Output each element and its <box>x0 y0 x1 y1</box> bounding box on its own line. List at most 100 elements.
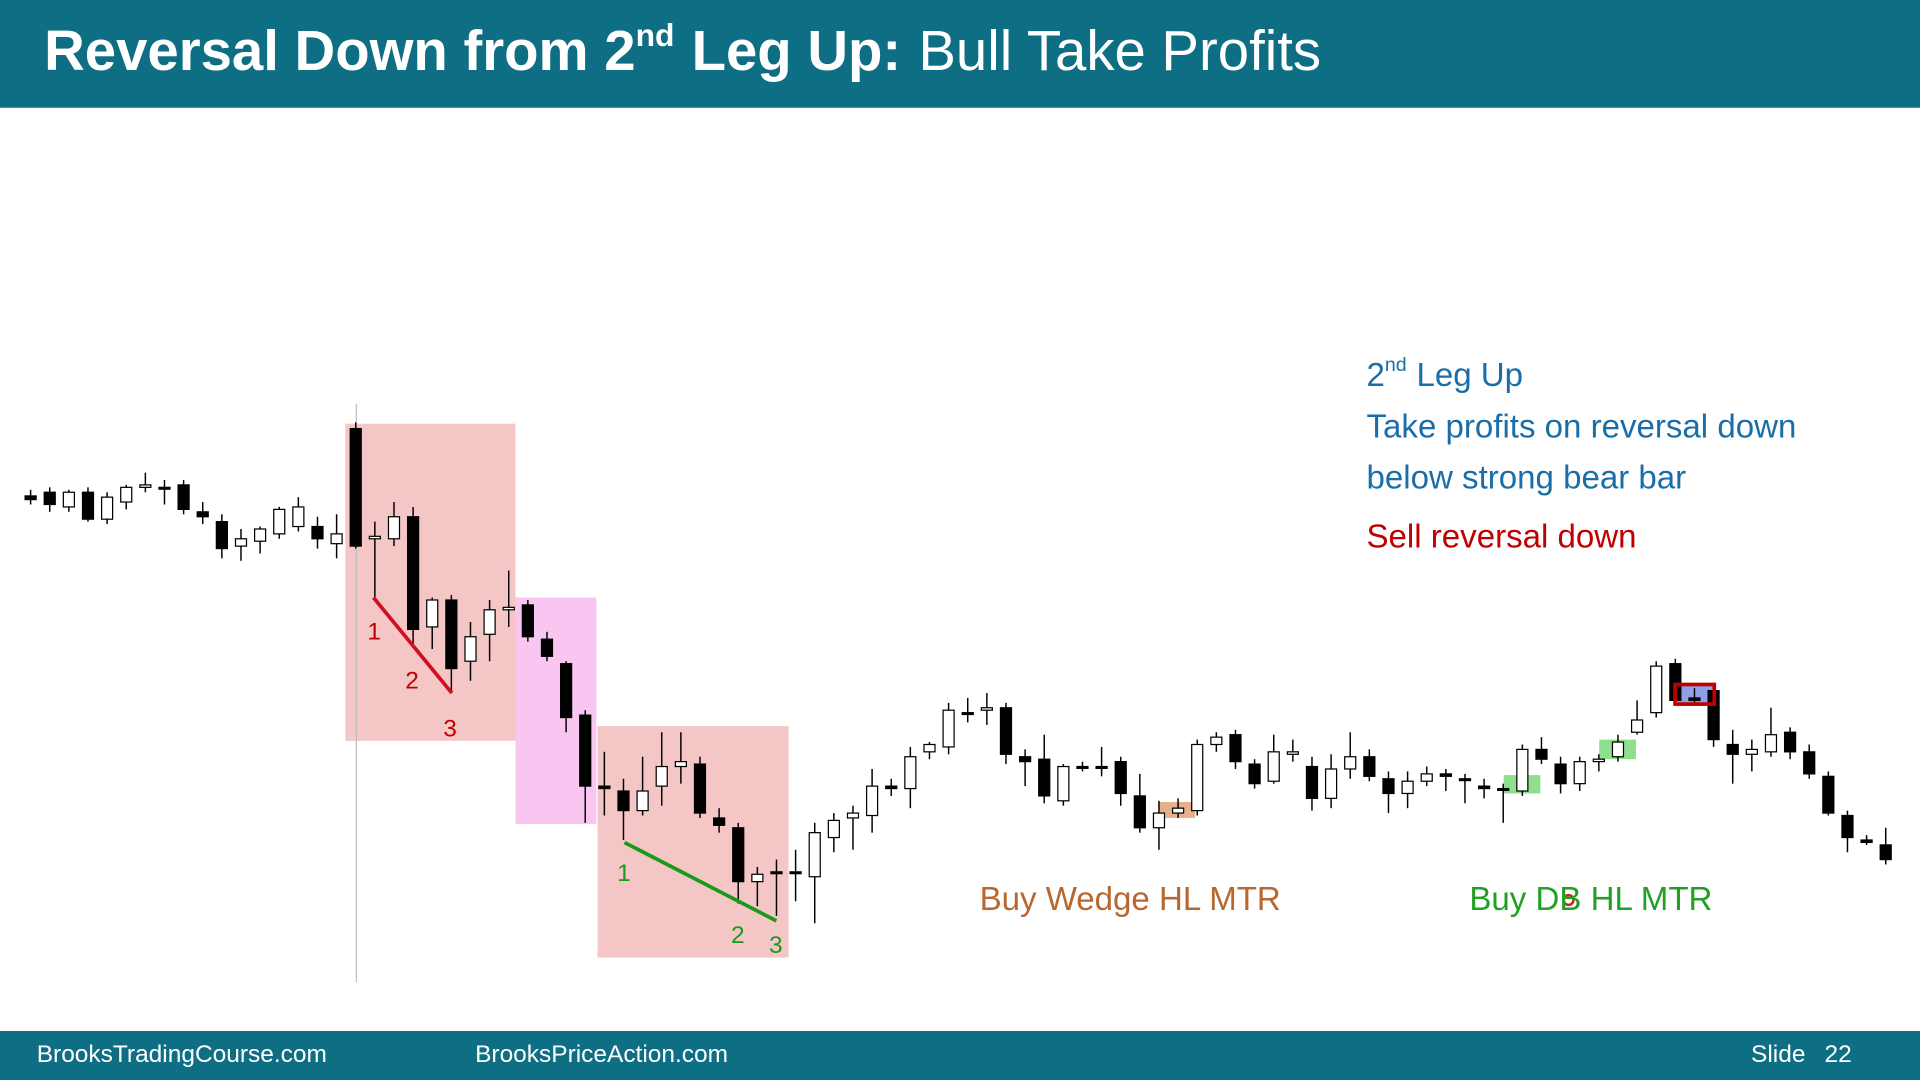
candle-body <box>1841 814 1854 839</box>
candle-body <box>1018 756 1032 763</box>
candle-body <box>579 714 592 787</box>
candle-body <box>62 491 75 508</box>
candle-body <box>693 763 707 814</box>
candle-body <box>1286 751 1299 755</box>
note-line: Take profits on reversal down <box>1367 408 1797 445</box>
candle-body <box>980 707 993 711</box>
candle-body <box>1401 780 1414 795</box>
candle-body <box>942 709 955 748</box>
candle-body <box>751 873 764 883</box>
candle-body <box>636 790 649 812</box>
candle-body <box>1152 812 1166 829</box>
candle-body <box>1516 748 1529 792</box>
candle-body <box>1879 844 1892 861</box>
candle-body <box>999 707 1013 755</box>
candle-body <box>81 491 95 520</box>
candle-body <box>483 609 496 635</box>
candle-body <box>1497 787 1510 792</box>
candle-body <box>1688 697 1701 702</box>
wedge-line <box>623 840 778 923</box>
candle-body <box>215 521 228 550</box>
count-label: 3 <box>769 932 783 959</box>
candle-body <box>311 525 324 540</box>
candle-body <box>502 606 515 611</box>
candle-body <box>1611 741 1625 758</box>
candle-body <box>1191 743 1204 812</box>
candle-body <box>1057 765 1070 802</box>
candle-body <box>1076 765 1089 769</box>
count-label: 2 <box>731 922 745 949</box>
candle-body <box>1726 743 1739 755</box>
candle-body <box>158 486 171 490</box>
candle-body <box>1439 773 1452 777</box>
slide-title: Reversal Down from 2nd Leg Up: Bull Take P… <box>44 17 1321 82</box>
candle-body <box>808 832 821 878</box>
candle-body <box>598 785 611 790</box>
slide-number: 22 <box>1824 1041 1851 1068</box>
candle-body <box>1783 731 1797 753</box>
highlight-box <box>597 726 789 958</box>
candle-body <box>139 484 152 488</box>
candle-body <box>1038 758 1051 797</box>
candle-body <box>1573 761 1586 785</box>
candle-body <box>827 819 840 839</box>
candle-body <box>1248 763 1261 785</box>
annotation: Buy Wedge HL MTR <box>980 881 1281 918</box>
chart-lines <box>372 596 1717 923</box>
annotation: Buy DB HL MTR <box>1469 881 1712 918</box>
note-line: below strong bear bar <box>1367 460 1687 497</box>
candles <box>24 422 1892 924</box>
footer-link: BrooksPriceAction.com <box>475 1041 728 1068</box>
candle-body <box>923 743 936 753</box>
note-line: Sell reversal down <box>1367 519 1637 556</box>
candle-body <box>1267 751 1280 782</box>
candle-body <box>1554 763 1567 785</box>
highlight-box <box>345 423 516 741</box>
footer-link: BrooksTradingCourse.com <box>37 1041 327 1068</box>
candle-body <box>521 604 534 638</box>
candle-body <box>1229 734 1242 763</box>
candle-body <box>885 785 898 790</box>
red-counts: 1 2 3 <box>367 619 457 743</box>
candle-body <box>253 528 267 542</box>
candle-body <box>1344 756 1357 770</box>
candle-body <box>904 756 917 790</box>
slide-label: Slide <box>1751 1041 1805 1068</box>
candle-body <box>349 427 362 547</box>
count-label: 1 <box>617 860 631 887</box>
note-sup: nd <box>1385 354 1407 376</box>
count-label: 2 <box>405 668 419 695</box>
signal-frame <box>1673 682 1717 706</box>
header-bar <box>0 0 1920 108</box>
candle-body <box>1650 665 1663 714</box>
title-bold-end: Leg Up: <box>692 19 902 82</box>
candle-body <box>406 516 420 630</box>
candle-body <box>330 533 343 545</box>
candle-body <box>1458 778 1472 782</box>
candle-body <box>1324 768 1338 799</box>
count-label: 3 <box>443 715 457 742</box>
candle-body <box>292 506 305 528</box>
candle-body <box>1171 807 1185 814</box>
candle-body <box>1420 773 1433 782</box>
candle-body <box>1803 751 1816 775</box>
candle-body <box>464 636 477 662</box>
note-number: 2 <box>1367 357 1385 394</box>
candle-body <box>1305 765 1319 799</box>
candle-body <box>368 535 381 540</box>
candle-body <box>961 712 974 716</box>
candle-body <box>196 511 209 518</box>
title-bold: Reversal Down from 2 <box>44 19 635 82</box>
candle-body <box>24 495 37 501</box>
candle-body <box>100 496 114 520</box>
note-line: 2nd Leg Up <box>1367 354 1524 394</box>
candle-body <box>445 599 458 670</box>
candle-body <box>674 761 687 768</box>
candle-body <box>1592 758 1605 763</box>
green-counts: 1 2 3 <box>617 860 782 959</box>
candle-body <box>1745 748 1758 755</box>
candle-body <box>1133 795 1146 829</box>
candle-body <box>540 638 554 657</box>
candle-body <box>1822 775 1835 814</box>
wedge-line <box>372 596 454 695</box>
